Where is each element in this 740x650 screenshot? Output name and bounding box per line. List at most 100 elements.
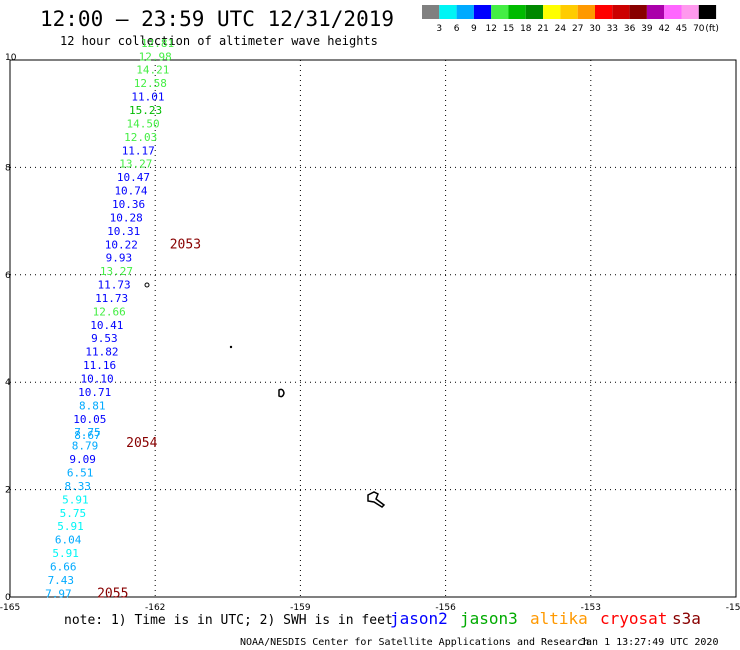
wave-height-label: 8.81 — [79, 399, 106, 412]
satellite-name: s3a — [672, 609, 701, 628]
wave-height-label: 14.50 — [127, 117, 160, 130]
y-tick-label: 2 — [5, 486, 11, 496]
legend-label: 3 — [436, 24, 442, 34]
time-label: 2054 — [126, 436, 157, 451]
wave-height-label: 8.33 — [65, 480, 92, 493]
wave-height-label: 12.81 — [141, 37, 174, 50]
island-marker — [144, 282, 150, 288]
wave-height-label: 7.75 — [74, 426, 101, 439]
x-tick-label: -165 — [0, 603, 20, 613]
wave-height-label: 12.58 — [134, 77, 167, 90]
legend-label: 42 — [658, 24, 669, 34]
legend-swatch — [681, 5, 699, 19]
wave-height-label: 8.67 — [74, 429, 101, 442]
wave-height-label: 5.91 — [57, 520, 84, 533]
footer-note: note: 1) Time is in UTC; 2) SWH is in fe… — [64, 613, 393, 628]
wave-height-label: 10.10 — [81, 373, 114, 386]
legend-label: 6 — [454, 24, 460, 34]
wave-height-label: 10.71 — [78, 386, 111, 399]
legend-label: 39 — [641, 24, 653, 34]
legend-swatch — [456, 5, 474, 19]
legend-label: 33 — [607, 24, 618, 34]
legend-swatch — [543, 5, 561, 19]
satellite-legend: jason2 jason3 altika cryosat s3a — [390, 609, 701, 628]
x-tick-label: -150 — [726, 603, 740, 613]
y-tick-label: 10 — [5, 53, 17, 63]
wave-height-label: 12.66 — [93, 305, 126, 318]
wave-height-label: 10.05 — [73, 413, 106, 426]
y-tick-label: 0 — [5, 593, 11, 603]
wave-height-label: 5.75 — [60, 507, 87, 520]
legend-swatch — [646, 5, 665, 19]
legend-swatch — [473, 5, 492, 19]
legend-label: 18 — [520, 24, 532, 34]
legend-swatch — [525, 5, 544, 19]
legend-label: 21 — [537, 24, 548, 34]
wave-height-label: 11.73 — [97, 279, 130, 292]
wave-height-label: 5.91 — [62, 493, 89, 506]
legend-swatch — [560, 5, 578, 19]
wave-height-label: 7.97 — [45, 587, 72, 600]
footer-credit: NOAA/NESDIS Center for Satellite Applica… — [240, 637, 589, 648]
wave-height-label: 9.53 — [91, 332, 118, 345]
legend-swatch — [629, 5, 647, 19]
wave-height-label: 13.27 — [119, 158, 152, 171]
wave-height-label: 5.91 — [52, 547, 79, 560]
wave-height-label: 13.27 — [100, 265, 133, 278]
satellite-name: jason3 — [460, 609, 518, 628]
legend-label: 15 — [503, 24, 514, 34]
wave-height-label: 9.93 — [106, 252, 133, 265]
time-label: 2053 — [170, 237, 201, 252]
wave-height-label: 6.66 — [50, 560, 77, 573]
wave-height-label: 11.16 — [83, 359, 116, 372]
legend-label: 36 — [624, 24, 636, 34]
chart-title: 12:00 – 23:59 UTC 12/31/2019 — [40, 7, 394, 31]
wave-height-label: 7.43 — [48, 574, 75, 587]
x-tick-label: -159 — [290, 603, 311, 613]
satellite-name: cryosat — [600, 609, 667, 628]
x-tick-label: -162 — [145, 603, 165, 613]
plot-area: -165-162-159-156-153-15002468107.977.436… — [0, 37, 740, 613]
wave-height-label: 10.74 — [114, 185, 147, 198]
legend-swatch — [439, 5, 457, 19]
color-scale-legend: 3 6 9 12 15 18 21 24 27 30 33 36 39 42 45 70 (ft) — [422, 5, 719, 34]
legend-label: 30 — [589, 24, 601, 34]
legend-label: 27 — [572, 24, 583, 34]
legend-swatch — [595, 5, 613, 19]
satellite-name: jason2 — [390, 609, 448, 628]
wave-height-label: 12.03 — [124, 131, 157, 144]
wave-height-label: 11.01 — [131, 91, 164, 104]
wave-height-label: 9.09 — [69, 453, 96, 466]
time-label: 2055 — [97, 586, 128, 601]
wave-height-label: 10.28 — [110, 211, 143, 224]
legend-label: 9 — [471, 24, 477, 34]
legend-label: 12 — [485, 24, 496, 34]
y-tick-label: 6 — [5, 271, 11, 281]
satellite-name: altika — [530, 609, 588, 628]
island-marker — [229, 345, 233, 349]
x-tick-label: -153 — [581, 603, 601, 613]
island-shape — [278, 388, 285, 398]
chart-subtitle: 12 hour collection of altimeter wave hei… — [60, 34, 378, 48]
island-shape — [367, 491, 386, 508]
wave-height-label: 11.82 — [85, 346, 118, 359]
wave-height-label: 12.98 — [139, 50, 172, 63]
legend-label: (ft) — [705, 24, 719, 34]
legend-swatch — [491, 5, 509, 19]
wave-height-label: 10.36 — [112, 198, 145, 211]
legend-swatch — [612, 5, 630, 19]
wave-height-label: 10.22 — [105, 238, 138, 251]
x-tick-label: -156 — [435, 603, 456, 613]
legend-swatch — [698, 5, 717, 19]
legend-label: 45 — [676, 24, 687, 34]
wave-height-label: 10.31 — [107, 225, 140, 238]
plot-frame — [9, 59, 737, 598]
legend-swatch — [664, 5, 682, 19]
legend-swatch — [508, 5, 526, 19]
wave-height-label: 15.23 — [129, 104, 162, 117]
footer-timestamp: Jan 1 13:27:49 UTC 2020 — [580, 637, 718, 648]
legend-label: 24 — [555, 24, 567, 34]
legend-label: 70 — [693, 24, 705, 34]
wave-height-label: 11.17 — [122, 144, 155, 157]
